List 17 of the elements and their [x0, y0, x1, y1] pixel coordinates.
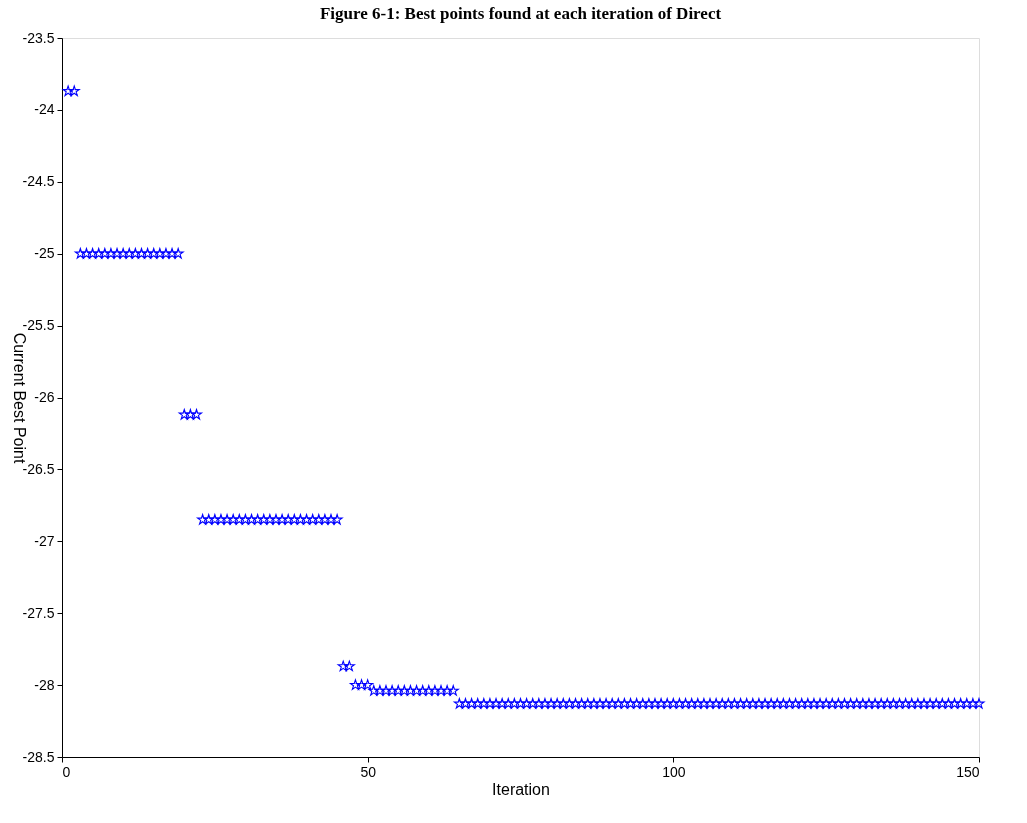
y-tick-label: -25.5 [22, 317, 55, 334]
y-tick-label: -28.5 [22, 748, 55, 765]
y-axis-title: Current Best Point [10, 332, 28, 464]
x-tick-label: 150 [956, 763, 980, 780]
chart-title: Figure 6-1: Best points found at each iteration of Direct [319, 4, 722, 23]
y-tick-label: -25 [34, 245, 55, 262]
y-tick-label: -23.5 [22, 29, 55, 46]
x-tick-label: 50 [360, 763, 377, 780]
y-tick-label: -24 [34, 101, 55, 118]
x-tick-label: 100 [662, 763, 686, 780]
x-axis-title: Iteration [492, 780, 550, 798]
y-tick-label: -24.5 [22, 173, 55, 190]
y-tick-label: -27.5 [22, 604, 55, 621]
y-tick-label: -27 [34, 532, 55, 549]
y-tick-label: -26 [34, 389, 55, 405]
x-tick-label: 0 [62, 763, 71, 780]
y-tick-label: -28 [34, 676, 55, 693]
